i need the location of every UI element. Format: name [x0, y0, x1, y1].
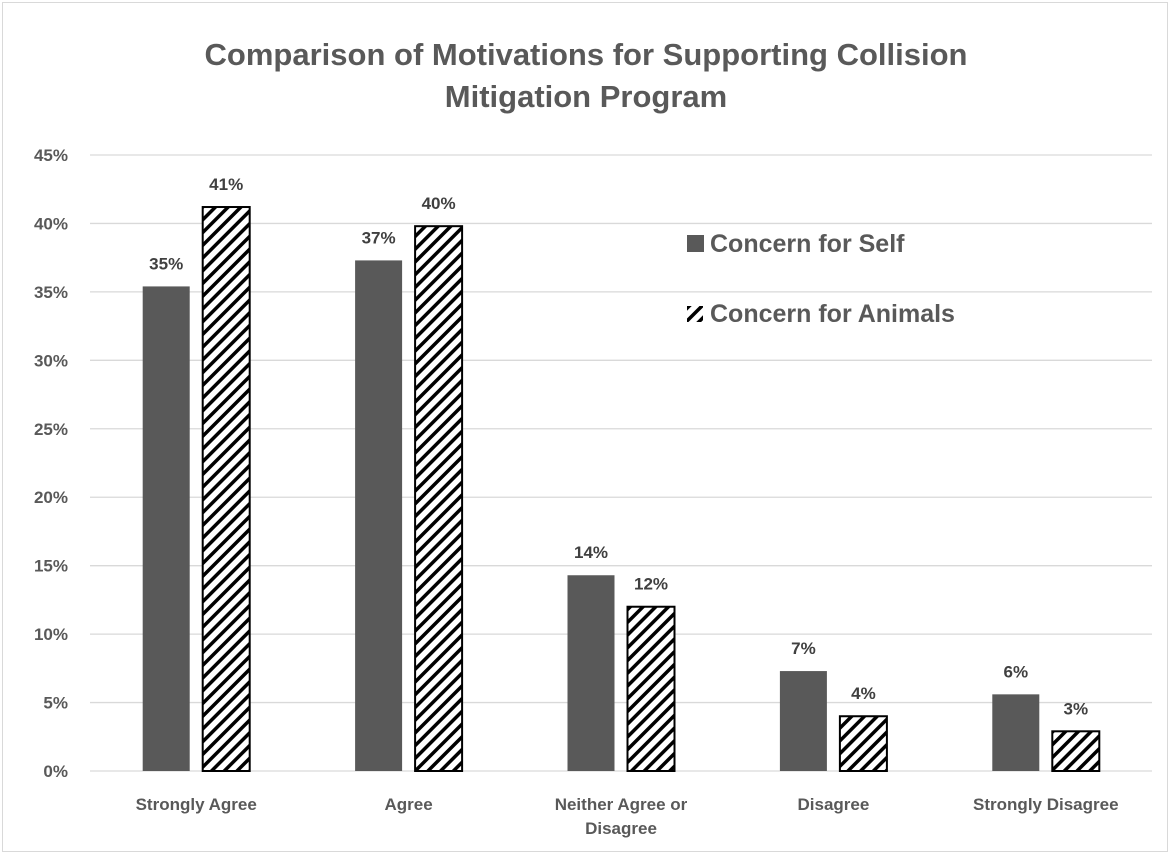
y-tick-label: 15% — [34, 557, 68, 576]
y-tick-label: 25% — [34, 420, 68, 439]
bar-concern-for-animals — [201, 206, 251, 773]
data-label: 12% — [634, 575, 668, 594]
x-category-label: Strongly Agree — [136, 795, 257, 814]
bar-concern-for-animals — [414, 225, 464, 772]
bar-concern-for-self — [567, 575, 615, 771]
x-category-label: Agree — [385, 795, 433, 814]
y-tick-label: 10% — [34, 625, 68, 644]
y-tick-label: 40% — [34, 214, 68, 233]
data-label: 3% — [1064, 699, 1089, 718]
bar-concern-for-animals — [626, 605, 676, 772]
y-tick-label: 35% — [34, 283, 68, 302]
data-label: 35% — [149, 254, 183, 273]
legend-swatch-concern-for-animals — [687, 306, 703, 322]
legend-label: Concern for Animals — [710, 300, 955, 328]
y-tick-label: 45% — [34, 146, 68, 165]
data-label: 14% — [574, 543, 608, 562]
data-label: 40% — [422, 194, 456, 213]
bar-concern-for-self — [779, 671, 827, 771]
x-category-label: Disagree — [797, 795, 869, 814]
chart-title-line-2: Mitigation Program — [444, 79, 728, 114]
y-tick-label: 5% — [43, 694, 68, 713]
chart-title-line-1: Comparison of Motivations for Supporting… — [204, 37, 968, 72]
x-category-label: Strongly Disagree — [973, 795, 1119, 814]
chart-title: Comparison of Motivations for Supporting… — [0, 34, 1172, 118]
bar-concern-for-animals — [1051, 730, 1101, 773]
data-label: 7% — [791, 639, 816, 658]
y-tick-label: 30% — [34, 351, 68, 370]
legend-swatch-concern-for-self — [687, 235, 704, 252]
y-tick-label: 20% — [34, 488, 68, 507]
legend-label: Concern for Self — [710, 230, 905, 258]
x-category-label: Neither Agree or — [555, 795, 688, 814]
y-tick-label: 0% — [43, 762, 68, 781]
bar-concern-for-animals — [838, 715, 888, 772]
data-label: 6% — [1004, 662, 1029, 681]
bar-concern-for-self — [355, 260, 403, 771]
data-label: 37% — [362, 228, 396, 247]
data-label: 4% — [851, 684, 876, 703]
bar-concern-for-self — [142, 286, 190, 771]
x-category-label: Disagree — [585, 819, 657, 838]
data-label: 41% — [209, 175, 243, 194]
bar-concern-for-self — [992, 694, 1040, 771]
